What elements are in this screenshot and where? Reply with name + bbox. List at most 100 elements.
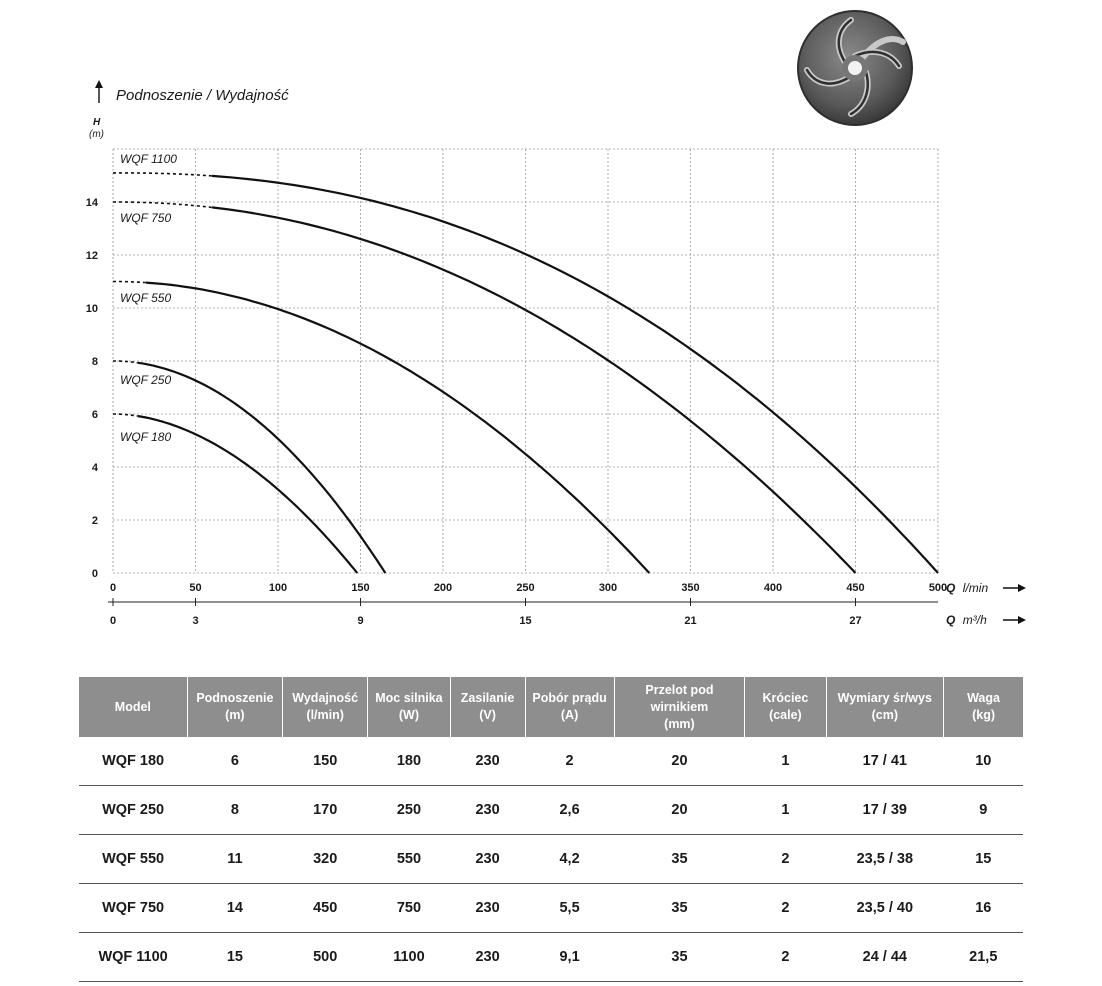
table-cell: 230 bbox=[450, 737, 526, 786]
series-label: WQF 750 bbox=[120, 211, 171, 225]
table-cell: 550 bbox=[367, 834, 451, 884]
table-header: Waga (kg) bbox=[943, 677, 1023, 737]
curve-start-2 bbox=[113, 280, 146, 284]
y-tick-label: 2 bbox=[92, 515, 98, 527]
y-tick-label: 4 bbox=[92, 462, 99, 474]
table-cell: WQF 750 bbox=[79, 883, 188, 933]
table-cell: 16 bbox=[943, 883, 1023, 933]
table-cell: 6 bbox=[187, 737, 283, 786]
table-header: Model bbox=[79, 677, 188, 737]
curve-start-4 bbox=[113, 413, 138, 417]
x-tick-label: 450 bbox=[846, 582, 864, 594]
table-cell: 24 / 44 bbox=[826, 932, 944, 982]
table-cell: 250 bbox=[367, 785, 451, 835]
series-label: WQF 550 bbox=[120, 291, 171, 305]
table-cell: 9,1 bbox=[525, 932, 615, 982]
curve-start-1 bbox=[113, 201, 213, 209]
table-cell: 23,5 / 38 bbox=[826, 834, 944, 884]
x-tick-label: 250 bbox=[516, 582, 534, 594]
x2-tick-label: 27 bbox=[849, 615, 861, 627]
x-tick-label: 350 bbox=[681, 582, 699, 594]
y-tick-label: 0 bbox=[92, 568, 98, 580]
table-cell: 230 bbox=[450, 834, 526, 884]
x-tick-label: 300 bbox=[599, 582, 617, 594]
pump-curves bbox=[113, 172, 939, 574]
table-row: WQF 250 8 170 250 230 2,6 20 1 17 / 39 9 bbox=[79, 785, 1023, 835]
table-cell: 9 bbox=[943, 785, 1023, 835]
table-cell: 450 bbox=[282, 883, 368, 933]
table-cell: 2 bbox=[744, 932, 827, 982]
table-cell: 180 bbox=[367, 737, 451, 786]
table-header: Moc silnika (W) bbox=[367, 677, 451, 737]
table-cell: 14 bbox=[187, 883, 283, 933]
pump-performance-chart: Podnoszenie / Wydajność H (m) 0 2 4 6 8 10 12 1… bbox=[86, 80, 1026, 628]
table-row: WQF 550 11 320 550 230 4,2 35 2 23,5 / 38 15 bbox=[79, 834, 1023, 884]
series-labels: WQF 1100 WQF 750 WQF 550 WQF 250 WQF 180 bbox=[120, 152, 177, 444]
table-cell: 1 bbox=[744, 737, 827, 786]
table-cell: 2 bbox=[744, 834, 827, 884]
chart-grid bbox=[112, 148, 939, 574]
y-tick-label: 12 bbox=[86, 250, 98, 262]
table-cell: 20 bbox=[614, 785, 745, 835]
x2-tick-label: 15 bbox=[519, 615, 531, 627]
table-cell: 2 bbox=[744, 883, 827, 933]
curve-wqf-1100 bbox=[211, 174, 939, 574]
table-header: Zasilanie (V) bbox=[450, 677, 526, 737]
table-cell: 170 bbox=[282, 785, 368, 835]
table-header: Przelot pod wirnikiem (mm) bbox=[614, 677, 746, 737]
curve-start-3 bbox=[113, 360, 138, 364]
series-label: WQF 180 bbox=[120, 430, 171, 444]
table-header: Króciec (cale) bbox=[744, 677, 827, 737]
series-label: WQF 1100 bbox=[120, 152, 177, 166]
table-cell: 23,5 / 40 bbox=[826, 883, 944, 933]
y-tick-label: 10 bbox=[86, 303, 98, 315]
x2-tick-labels: 0 3 9 15 21 27 bbox=[110, 598, 862, 627]
table-cell: 150 bbox=[282, 737, 368, 786]
table-cell: 320 bbox=[282, 834, 368, 884]
table-cell: 11 bbox=[187, 834, 283, 884]
table-cell: 500 bbox=[282, 932, 368, 982]
table-cell: 35 bbox=[614, 932, 745, 982]
table-cell: 750 bbox=[367, 883, 451, 933]
table-cell: WQF 180 bbox=[79, 737, 188, 786]
table-cell: 230 bbox=[450, 932, 526, 982]
x-tick-label: 150 bbox=[351, 582, 369, 594]
table-cell: 10 bbox=[943, 737, 1023, 786]
table-cell: 35 bbox=[614, 834, 745, 884]
table-header-row: Model Podnoszenie (m) Wydajność (l/min) Moc s… bbox=[79, 677, 1023, 737]
table-header: Wymiary śr/wys (cm) bbox=[826, 677, 945, 737]
table-cell: 5,5 bbox=[525, 883, 615, 933]
x-tick-label: 400 bbox=[764, 582, 782, 594]
x2-tick-label: 3 bbox=[192, 615, 198, 627]
x-tick-label: 500 bbox=[929, 582, 947, 594]
curve-wqf-550 bbox=[145, 281, 651, 574]
table-header: Wydajność (l/min) bbox=[282, 677, 369, 737]
table-body: WQF 180 6 150 180 230 2 20 1 17 / 41 10 WQF 250 8 17… bbox=[79, 737, 1023, 982]
table-cell: 15 bbox=[187, 932, 283, 982]
table-cell: 20 bbox=[614, 737, 745, 786]
y-tick-label: 8 bbox=[92, 356, 98, 368]
table-cell: 230 bbox=[450, 785, 526, 835]
table-cell: 2 bbox=[525, 737, 615, 786]
table-cell: 1 bbox=[744, 785, 827, 835]
table-header: Pobór prądu (A) bbox=[525, 677, 615, 737]
x2-tick-label: 21 bbox=[684, 615, 696, 627]
y-tick-labels: 0 2 4 6 8 10 12 14 bbox=[86, 197, 99, 580]
x-tick-labels: 0 50 100 150 200 250 300 350 400 450 500 bbox=[110, 582, 947, 594]
table-cell: 230 bbox=[450, 883, 526, 933]
x2-axis-label: Q m³/h bbox=[946, 611, 987, 628]
x2-tick-label: 9 bbox=[357, 615, 363, 627]
table-cell: 2,6 bbox=[525, 785, 615, 835]
table-cell: 8 bbox=[187, 785, 283, 835]
table-row: WQF 180 6 150 180 230 2 20 1 17 / 41 10 bbox=[79, 737, 1023, 786]
x-tick-label: 200 bbox=[434, 582, 452, 594]
y-axis-arrow-icon bbox=[95, 80, 103, 103]
impeller-icon bbox=[797, 10, 913, 126]
table-cell: 17 / 39 bbox=[826, 785, 944, 835]
curve-wqf-180 bbox=[137, 415, 359, 574]
table-cell: 1100 bbox=[367, 932, 451, 982]
y-axis-symbol: H bbox=[93, 117, 101, 128]
table-cell: 4,2 bbox=[525, 834, 615, 884]
x-axis-label: Q l/min bbox=[946, 579, 988, 596]
curve-wqf-250 bbox=[137, 361, 387, 574]
